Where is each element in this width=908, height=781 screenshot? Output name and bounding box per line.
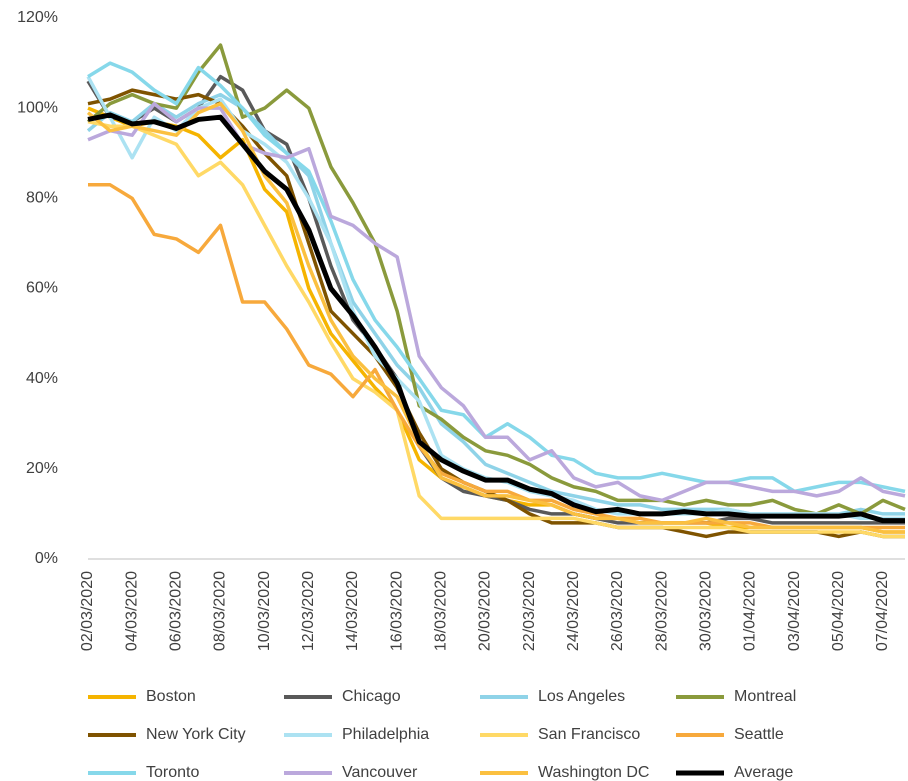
x-tick-label: 14/03/2020 xyxy=(344,571,361,651)
x-tick-label: 05/04/2020 xyxy=(830,571,847,651)
y-tick-label: 120% xyxy=(17,9,58,26)
x-tick-label: 06/03/2020 xyxy=(168,571,185,651)
x-tick-label: 28/03/2020 xyxy=(653,571,670,651)
x-tick-label: 07/04/2020 xyxy=(874,571,891,651)
series-line xyxy=(86,101,905,534)
x-tick-label: 24/03/2020 xyxy=(565,571,582,651)
legend-label: Los Angeles xyxy=(538,688,625,705)
series-line xyxy=(86,43,906,516)
legend-label: Boston xyxy=(146,688,196,705)
legend-label: New York City xyxy=(146,726,246,743)
x-tick-label: 26/03/2020 xyxy=(609,571,626,651)
y-tick-label: 80% xyxy=(26,190,58,207)
x-tick-label: 01/04/2020 xyxy=(742,571,759,651)
y-tick-label: 20% xyxy=(26,460,58,477)
legend-label: Montreal xyxy=(734,688,796,705)
x-tick-label: 12/03/2020 xyxy=(300,571,317,651)
series-line xyxy=(88,183,905,530)
x-tick-label: 02/03/2020 xyxy=(79,571,96,651)
legend-label: Vancouver xyxy=(342,764,418,781)
legend-label: Philadelphia xyxy=(342,726,429,743)
legend-label: Chicago xyxy=(342,688,401,705)
y-tick-label: 40% xyxy=(26,370,58,387)
x-tick-label: 30/03/2020 xyxy=(697,571,714,651)
legend-label: Seattle xyxy=(734,726,784,743)
y-tick-label: 0% xyxy=(35,550,58,567)
x-tick-label: 08/03/2020 xyxy=(212,571,229,651)
y-tick-label: 60% xyxy=(26,280,58,297)
legend-label: Washington DC xyxy=(538,764,649,781)
legend-label: Toronto xyxy=(146,764,199,781)
x-tick-label: 16/03/2020 xyxy=(388,571,405,651)
y-tick-label: 100% xyxy=(17,99,58,116)
x-tick-label: 10/03/2020 xyxy=(256,571,273,651)
series-line xyxy=(87,119,905,539)
series-line xyxy=(87,101,906,503)
x-tick-label: 22/03/2020 xyxy=(521,571,538,651)
series-line xyxy=(86,92,905,516)
series-line xyxy=(87,112,905,524)
x-tick-label: 03/04/2020 xyxy=(786,571,803,651)
x-tick-label: 20/03/2020 xyxy=(477,571,494,651)
legend-label: San Francisco xyxy=(538,726,640,743)
x-tick-label: 04/03/2020 xyxy=(123,571,140,651)
series-line xyxy=(86,74,905,525)
series-line xyxy=(87,61,906,494)
x-tick-label: 18/03/2020 xyxy=(433,571,450,651)
legend-label: Average xyxy=(734,764,793,781)
